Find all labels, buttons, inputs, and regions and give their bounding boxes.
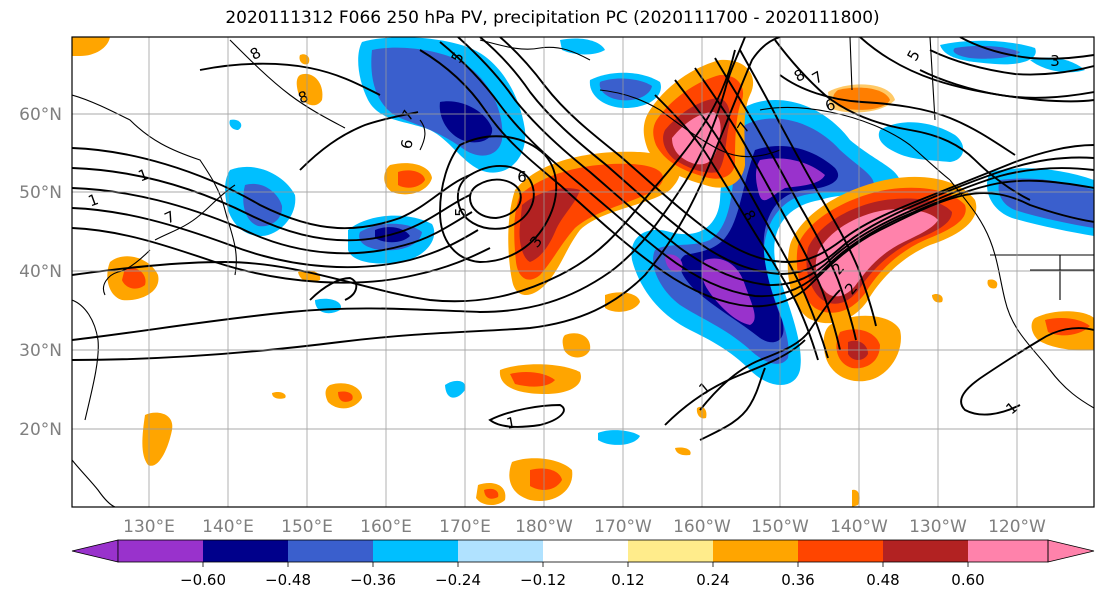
colorbar-extend-min bbox=[71, 539, 119, 563]
latitude-labels: 60°N 50°N 40°N 30°N 20°N bbox=[19, 105, 62, 440]
lon-label: 130°E bbox=[123, 517, 175, 537]
contour-label: 1 bbox=[505, 413, 518, 432]
colorbar-bin bbox=[373, 540, 458, 562]
contour-label: 3 bbox=[1050, 52, 1060, 70]
positive-shading bbox=[72, 37, 1094, 507]
lon-label: 160°W bbox=[673, 517, 731, 537]
lon-label: 140°W bbox=[830, 517, 888, 537]
coastlines bbox=[72, 37, 1094, 507]
lat-label: 40°N bbox=[19, 262, 62, 282]
colorbar: −0.60 −0.48 −0.36 −0.24 −0.12 0.12 0.24 … bbox=[71, 539, 1095, 589]
colorbar-bin bbox=[543, 540, 628, 562]
map-panel: 8 8 7 6 5 1 1 7 6 5 3 7 8 7 6 1 1 2 2 8 bbox=[71, 36, 1095, 508]
colorbar-bin bbox=[203, 540, 288, 562]
lon-label: 160°E bbox=[360, 517, 412, 537]
colorbar-bin bbox=[288, 540, 373, 562]
lat-label: 50°N bbox=[19, 183, 62, 203]
colorbar-tick-label: 0.36 bbox=[781, 571, 814, 589]
colorbar-extend-max bbox=[1047, 539, 1095, 563]
colorbar-tick-label: 0.12 bbox=[611, 571, 644, 589]
lon-label: 170°W bbox=[594, 517, 652, 537]
colorbar-bin bbox=[118, 540, 203, 562]
gridlines bbox=[72, 37, 1094, 507]
contour-label: 5 bbox=[452, 207, 470, 217]
colorbar-tick-label: −0.60 bbox=[180, 571, 226, 589]
colorbar-tick-label: 0.24 bbox=[696, 571, 729, 589]
lon-label: 150°W bbox=[751, 517, 809, 537]
colorbar-tick-label: −0.36 bbox=[350, 571, 396, 589]
contour-label: 6 bbox=[517, 168, 527, 186]
colorbar-bin bbox=[798, 540, 883, 562]
lon-label: 180°W bbox=[515, 517, 573, 537]
colorbar-bin bbox=[968, 540, 1048, 562]
pv-contours bbox=[72, 37, 1094, 441]
colorbar-tick-label: 0.60 bbox=[951, 571, 984, 589]
lon-label: 150°E bbox=[281, 517, 333, 537]
lat-label: 20°N bbox=[19, 420, 62, 440]
colorbar-tick-label: −0.48 bbox=[265, 571, 311, 589]
colorbar-bin bbox=[713, 540, 798, 562]
colorbar-tick-label: −0.24 bbox=[435, 571, 481, 589]
colorbar-tick-label: 0.48 bbox=[866, 571, 899, 589]
lon-label: 170°E bbox=[439, 517, 491, 537]
lon-label: 120°W bbox=[988, 517, 1046, 537]
lon-label: 130°W bbox=[909, 517, 967, 537]
lat-label: 60°N bbox=[19, 105, 62, 125]
colorbar-bin bbox=[883, 540, 968, 562]
figure-title: 2020111312 F066 250 hPa PV, precipitatio… bbox=[225, 8, 880, 28]
colorbar-bin bbox=[628, 540, 713, 562]
lat-label: 30°N bbox=[19, 341, 62, 361]
colorbar-tick-label: −0.12 bbox=[520, 571, 566, 589]
longitude-labels: 130°E 140°E 150°E 160°E 170°E 180°W 170°… bbox=[123, 517, 1046, 537]
lon-label: 140°E bbox=[202, 517, 254, 537]
contour-label: 6 bbox=[397, 138, 416, 151]
colorbar-bin bbox=[458, 540, 543, 562]
